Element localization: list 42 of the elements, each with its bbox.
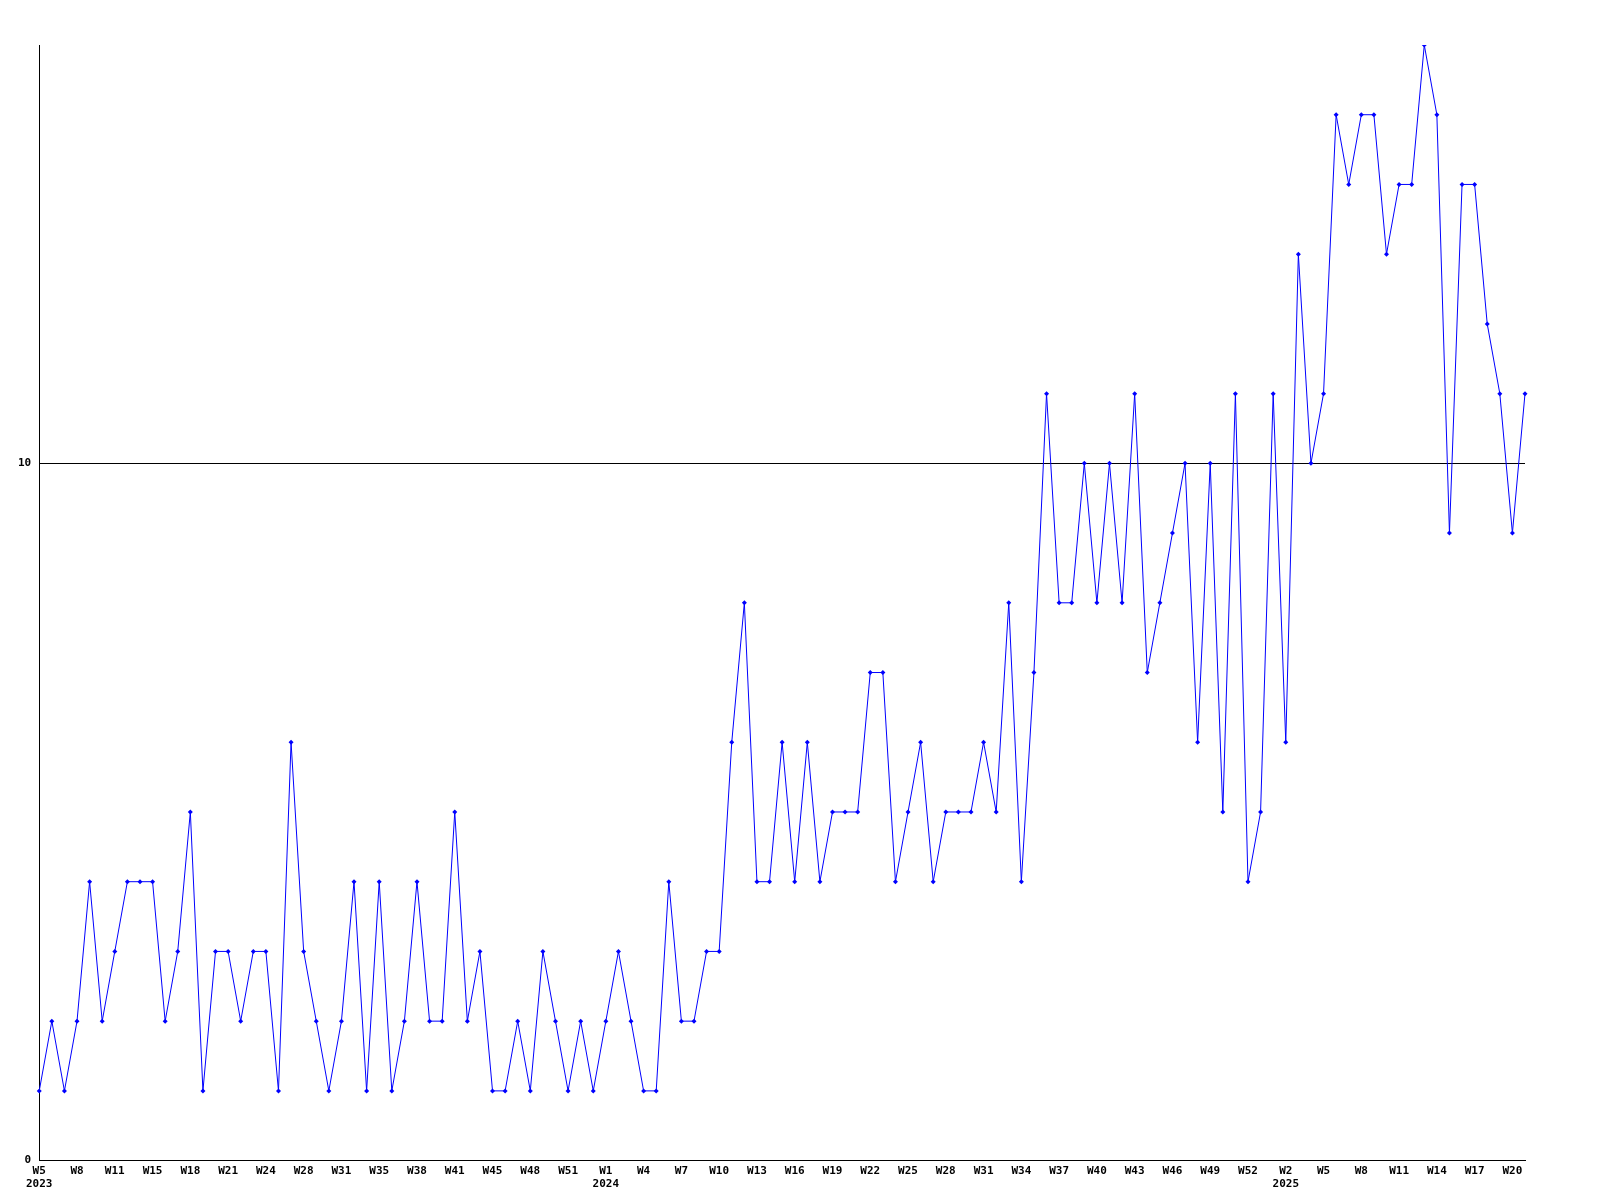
x-tick-label: W43 xyxy=(1124,1164,1145,1178)
x-tick-label: W10 xyxy=(709,1164,730,1178)
x-tick-label: W11 xyxy=(104,1164,126,1178)
x-tick-label: W46 xyxy=(1162,1164,1183,1178)
x-tick-label: W52 xyxy=(1238,1164,1258,1178)
y-tick-label: 10 xyxy=(18,456,32,470)
x-tick-label: W31 xyxy=(973,1164,994,1178)
x-tick-label: W22 xyxy=(860,1164,881,1178)
x-tick-label: W45 xyxy=(482,1164,503,1178)
x-tick-label: W49 xyxy=(1200,1164,1221,1178)
x-tick-label: W35 xyxy=(369,1164,390,1178)
x-tick-label: W48 xyxy=(520,1164,541,1178)
x-tick-label: W1 2024 xyxy=(592,1164,620,1191)
x-tick-label: W8 xyxy=(1354,1164,1368,1178)
x-tick-label: W37 xyxy=(1049,1164,1070,1178)
x-tick-label: W28 xyxy=(935,1164,956,1178)
x-tick-label: W51 xyxy=(558,1164,579,1178)
x-tick-label: W17 xyxy=(1464,1164,1485,1178)
x-tick-label: W34 xyxy=(1011,1164,1032,1178)
x-tick-label: W11 xyxy=(1389,1164,1410,1178)
x-tick-label: W38 xyxy=(407,1164,427,1178)
x-tick-label: W25 xyxy=(898,1164,918,1178)
x-tick-label: W13 xyxy=(747,1164,767,1178)
x-tick-label: W4 xyxy=(636,1164,651,1178)
x-tick-label: W19 xyxy=(822,1164,843,1178)
x-tick-label: W21 xyxy=(218,1164,239,1178)
x-tick-label: W41 xyxy=(444,1164,466,1178)
x-tick-label: W7 xyxy=(674,1164,689,1178)
x-tick-label: W2 2025 xyxy=(1272,1164,1300,1191)
x-tick-label: W8 xyxy=(70,1164,84,1178)
x-tick-label: W24 xyxy=(255,1164,277,1178)
x-tick-label: W40 xyxy=(1086,1164,1107,1178)
x-tick-label: W15 xyxy=(142,1164,163,1178)
x-tick-label: W31 xyxy=(331,1164,352,1178)
x-tick-label: W16 xyxy=(784,1164,806,1178)
x-tick-label: W18 xyxy=(180,1164,201,1178)
x-tick-label: W5 xyxy=(1316,1164,1331,1178)
y-tick-label: 0 xyxy=(24,1153,32,1167)
x-tick-label: W20 xyxy=(1502,1164,1523,1178)
x-tick-label: W28 xyxy=(293,1164,314,1178)
x-tick-label: W5 2023 xyxy=(26,1164,53,1191)
x-tick-label: W14 xyxy=(1426,1164,1448,1178)
